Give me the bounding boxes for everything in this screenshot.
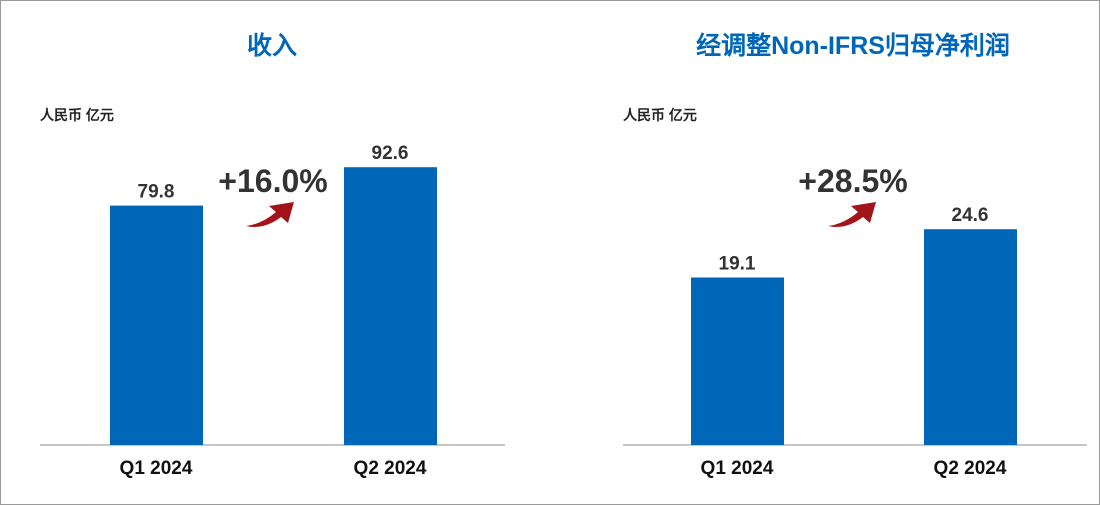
growth-arrow-icon [828,202,876,227]
revenue-value-label-q2: 92.6 [372,143,409,164]
net-profit-bar-q2 [924,229,1017,445]
revenue-bar-q2 [344,167,437,445]
revenue-unit-label: 人民币 亿元 [40,107,114,123]
revenue-bar-q1 [110,205,203,445]
net-profit-category-label-q1: Q1 2024 [701,458,774,479]
net-profit-chart: 经调整Non-IFRS归母净利润 人民币 亿元 19.1 24.6 Q1 202… [623,31,1087,479]
growth-arrow-icon [246,202,294,227]
net-profit-value-label-q1: 19.1 [719,254,756,275]
revenue-value-label-q1: 79.8 [138,182,175,203]
revenue-growth-label: +16.0% [218,163,327,199]
revenue-category-label-q1: Q1 2024 [120,458,193,479]
net-profit-unit-label: 人民币 亿元 [623,107,697,123]
revenue-chart: 收入 人民币 亿元 79.8 92.6 Q1 2024 Q2 2024 +16.… [40,32,505,479]
net-profit-bar-q1 [691,277,784,445]
net-profit-chart-title: 经调整Non-IFRS归母净利润 [696,31,1010,60]
revenue-chart-title: 收入 [247,32,297,60]
net-profit-value-label-q2: 24.6 [952,205,989,226]
net-profit-growth-label: +28.5% [798,163,907,199]
revenue-category-label-q2: Q2 2024 [354,458,427,479]
net-profit-category-label-q2: Q2 2024 [934,458,1007,479]
